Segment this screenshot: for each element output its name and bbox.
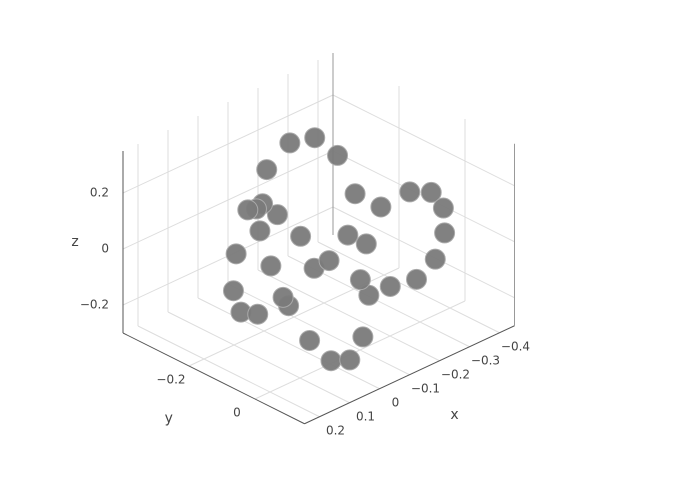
grid-line bbox=[227, 283, 410, 376]
axis-line bbox=[304, 325, 515, 425]
marker bbox=[266, 204, 288, 226]
x-tick-label: −0.4 bbox=[501, 339, 530, 353]
marker bbox=[320, 350, 342, 372]
marker bbox=[339, 349, 361, 371]
marker bbox=[290, 225, 312, 247]
marker bbox=[379, 275, 401, 297]
x-tick-label: 0 bbox=[392, 395, 400, 409]
marker bbox=[344, 183, 366, 205]
marker bbox=[304, 127, 326, 149]
marker bbox=[260, 255, 282, 277]
grid-line bbox=[122, 94, 334, 194]
z-tick-label: −0.2 bbox=[80, 298, 109, 312]
marker bbox=[272, 286, 294, 308]
marker bbox=[318, 250, 340, 272]
grid-line bbox=[167, 311, 350, 404]
axis-line bbox=[122, 332, 305, 425]
marker bbox=[406, 268, 428, 290]
x-tick-label: −0.2 bbox=[441, 367, 470, 381]
z-tick-label: 0.2 bbox=[90, 186, 109, 200]
y-axis-title: y bbox=[165, 410, 173, 426]
x-tick-label: −0.1 bbox=[411, 381, 440, 395]
z-tick-label: 0 bbox=[101, 242, 109, 256]
marker bbox=[352, 326, 374, 348]
marker bbox=[424, 248, 446, 270]
x-tick-label: 0.2 bbox=[326, 423, 345, 437]
marker bbox=[432, 197, 454, 219]
marker bbox=[420, 181, 442, 203]
grid-line bbox=[197, 297, 380, 390]
marker bbox=[370, 196, 392, 218]
x-tick-label: 0.1 bbox=[356, 409, 375, 423]
marker bbox=[337, 224, 359, 246]
grid-line bbox=[254, 300, 466, 400]
grid-line bbox=[122, 150, 334, 250]
marker bbox=[349, 269, 371, 291]
marker bbox=[327, 144, 349, 166]
marker bbox=[247, 303, 269, 325]
marker bbox=[225, 243, 247, 265]
marker bbox=[434, 222, 456, 244]
x-tick-label: −0.3 bbox=[471, 353, 500, 367]
z-axis-title: z bbox=[71, 234, 78, 250]
marker bbox=[249, 220, 271, 242]
grid-line bbox=[332, 206, 515, 299]
x-axis-title: x bbox=[450, 407, 458, 423]
marker bbox=[399, 181, 421, 203]
y-tick-label: 0 bbox=[233, 406, 241, 420]
grid-line bbox=[317, 241, 500, 334]
marker bbox=[256, 159, 278, 181]
marker bbox=[279, 132, 301, 154]
grid-line bbox=[332, 94, 515, 187]
grid-line bbox=[137, 325, 320, 418]
y-tick-label: −0.2 bbox=[156, 373, 185, 387]
marker bbox=[237, 199, 259, 221]
marker bbox=[222, 280, 244, 302]
marker bbox=[299, 329, 321, 351]
grid-line bbox=[257, 269, 440, 362]
marker bbox=[355, 233, 377, 255]
